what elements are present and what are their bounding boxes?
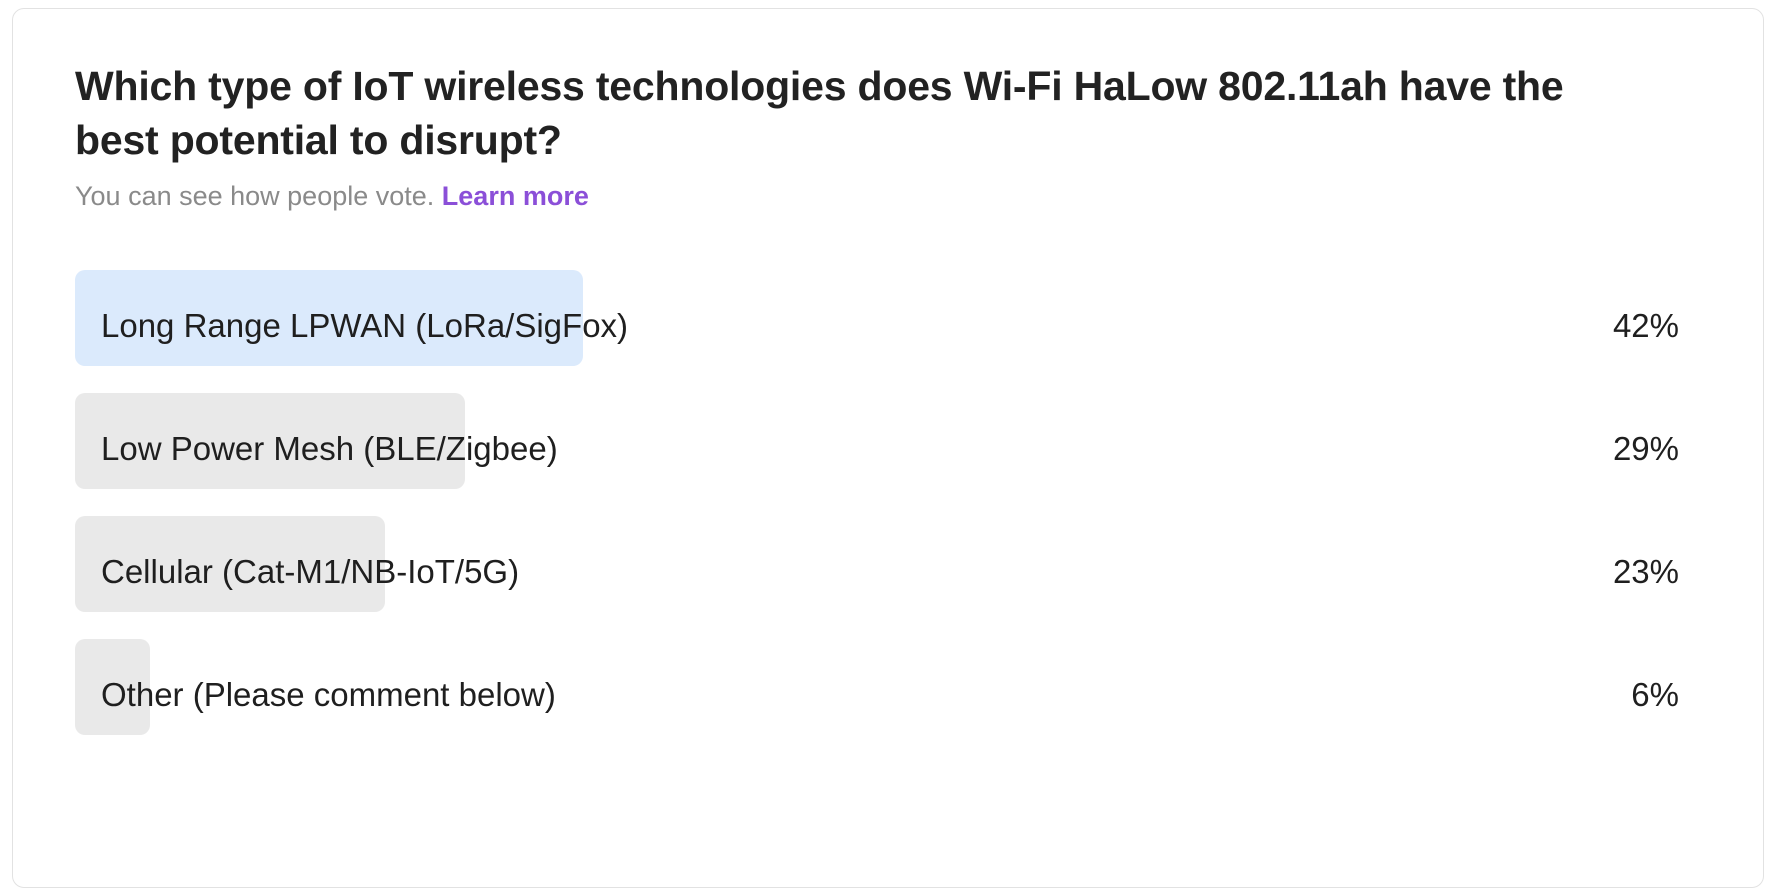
- poll-subtitle: You can see how people vote. Learn more: [75, 179, 1701, 214]
- poll-option-label: Other (Please comment below): [101, 675, 556, 713]
- poll-option-label: Long Range LPWAN (LoRa/SigFox): [101, 306, 629, 344]
- poll-option-row[interactable]: Low Power Mesh (BLE/Zigbee) 29%: [75, 387, 1701, 510]
- poll-option-percent: 42%: [1612, 306, 1679, 344]
- poll-card: Which type of IoT wireless technologies …: [12, 8, 1764, 888]
- poll-option-bar: [75, 639, 150, 736]
- poll-option-bar: [75, 393, 465, 490]
- learn-more-link[interactable]: Learn more: [441, 181, 589, 212]
- poll-question: Which type of IoT wireless technologies …: [75, 63, 1564, 164]
- poll-option-percent: 6%: [1631, 675, 1679, 713]
- poll-option-bar: [75, 270, 583, 367]
- poll-option-percent: 29%: [1612, 429, 1679, 467]
- poll-option-label: Low Power Mesh (BLE/Zigbee): [101, 429, 558, 467]
- poll-option-label: Cellular (Cat-M1/NB-IoT/5G): [101, 552, 520, 590]
- poll-content: Which type of IoT wireless technologies …: [13, 9, 1763, 756]
- poll-subtitle-text: You can see how people vote.: [75, 181, 435, 212]
- poll-option-row[interactable]: Other (Please comment below) 6%: [75, 633, 1701, 756]
- poll-options-list: Long Range LPWAN (LoRa/SigFox) 42% Low P…: [75, 264, 1701, 756]
- poll-option-percent: 23%: [1612, 552, 1679, 590]
- poll-option-row[interactable]: Cellular (Cat-M1/NB-IoT/5G) 23%: [75, 510, 1701, 633]
- poll-option-bar: [75, 516, 385, 613]
- poll-option-row[interactable]: Long Range LPWAN (LoRa/SigFox) 42%: [75, 264, 1701, 387]
